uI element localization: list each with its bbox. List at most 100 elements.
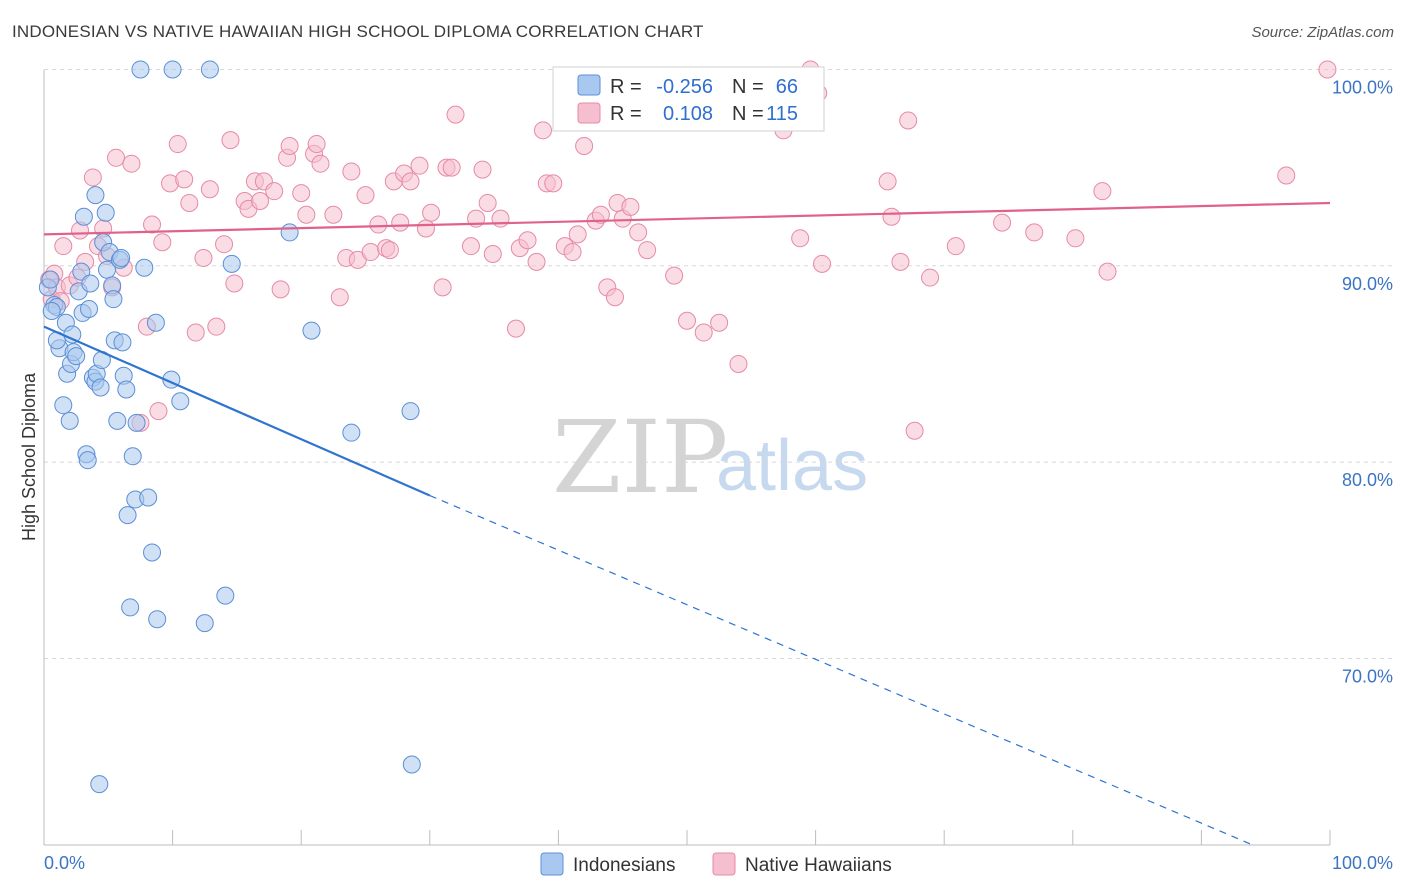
native-hawaiians-point-64: [422, 203, 441, 222]
native-hawaiians-point-107: [899, 111, 918, 130]
native-hawaiians-point-10: [83, 168, 102, 187]
indonesians-point-41: [117, 380, 136, 399]
indonesians-point-35: [104, 290, 123, 309]
y-tick-label-90: 90.0%: [1342, 274, 1393, 294]
native-hawaiians-point-29: [200, 180, 219, 199]
indonesians-point-15: [67, 347, 86, 366]
legend-r-value-blue: -0.256: [656, 76, 713, 98]
indonesians-point-37: [108, 411, 127, 430]
native-hawaiians-point-99: [729, 354, 748, 373]
native-hawaiians-point-77: [518, 231, 537, 250]
native-hawaiians-point-61: [401, 172, 420, 191]
indonesians-point-0: [131, 60, 150, 79]
native-hawaiians-point-109: [921, 268, 940, 287]
native-hawaiians-point-84: [568, 225, 587, 244]
indonesians-point-57: [280, 223, 299, 242]
series-legend: Indonesians Native Hawaiians: [540, 852, 892, 876]
native-hawaiians-point-59: [391, 213, 410, 232]
native-hawaiians-point-44: [297, 205, 316, 224]
indonesians-point-51: [148, 610, 167, 629]
native-hawaiians-point-47: [311, 154, 330, 173]
indonesians-point-9: [54, 396, 73, 415]
native-hawaiians-point-87: [591, 205, 610, 224]
indonesians-point-50: [146, 313, 165, 332]
native-hawaiians-point-69: [461, 237, 480, 256]
legend-n-label-blue: N =: [732, 76, 764, 98]
legend-blue-swatch: [577, 74, 601, 96]
series-legend-indonesians-swatch: [540, 852, 564, 876]
y-tick-label-100: 100.0%: [1332, 77, 1393, 97]
native-hawaiians-point-54: [361, 243, 380, 262]
stats-legend: R = -0.256 N = 66 R = 0.108 N = 115: [552, 66, 825, 132]
native-hawaiians-point-79: [533, 121, 552, 140]
native-hawaiians-point-95: [665, 266, 684, 285]
y-tick-label-80: 80.0%: [1342, 470, 1393, 490]
native-hawaiians-point-96: [678, 311, 696, 330]
native-hawaiians-point-67: [442, 158, 461, 177]
native-hawaiians-point-78: [527, 252, 546, 271]
native-hawaiians-point-89: [605, 288, 624, 307]
indonesians-point-58: [302, 321, 321, 340]
indonesians-point-42: [118, 506, 137, 525]
native-hawaiians-point-21: [149, 402, 168, 421]
indonesians-point-19: [74, 207, 93, 226]
native-hawaiians-point-24: [168, 135, 187, 154]
series-legend-indonesians-label: Indonesians: [573, 855, 675, 876]
native-hawaiians-point-81: [544, 174, 563, 193]
indonesians-point-4: [41, 270, 60, 289]
x-axis-ticks: [43, 830, 1331, 845]
native-hawaiians-point-114: [1093, 182, 1112, 201]
native-hawaiians-trend-line: [43, 201, 1331, 236]
watermark-atlas: atlas: [716, 426, 868, 506]
native-hawaiians-point-32: [221, 131, 240, 150]
native-hawaiians-point-26: [180, 193, 199, 212]
native-hawaiians-point-48: [324, 205, 343, 224]
indonesians-point-48: [139, 488, 158, 507]
legend-r-label-blue: R =: [610, 76, 642, 98]
native-hawaiians-point-71: [473, 160, 492, 179]
native-hawaiians-point-46: [307, 135, 326, 154]
watermark-zip: ZIP: [552, 399, 728, 516]
indonesians-point-2: [200, 60, 219, 79]
native-hawaiians-point-106: [891, 252, 910, 271]
indonesians-point-60: [401, 402, 420, 421]
native-hawaiians-point-63: [416, 219, 435, 238]
indonesians-point-54: [195, 614, 214, 633]
native-hawaiians-point-115: [1098, 262, 1117, 281]
native-hawaiians-point-30: [207, 317, 226, 336]
indonesians-point-22: [81, 274, 100, 293]
native-hawaiians-point-62: [410, 156, 429, 175]
indonesians-point-1: [163, 60, 182, 79]
native-hawaiians-point-43: [292, 184, 311, 203]
native-hawaiians-point-75: [506, 319, 525, 338]
native-hawaiians-point-94: [638, 241, 657, 260]
native-hawaiians-point-57: [380, 241, 399, 260]
native-hawaiians-points: [40, 60, 1337, 440]
indonesians-point-31: [96, 203, 115, 222]
native-hawaiians-point-17: [122, 154, 141, 173]
indonesians-point-39: [113, 333, 132, 352]
native-hawaiians-point-103: [813, 254, 832, 273]
indonesians-point-63: [112, 248, 131, 267]
native-hawaiians-point-20: [143, 215, 162, 234]
trend-lines: [43, 201, 1331, 846]
native-hawaiians-point-31: [215, 235, 234, 254]
native-hawaiians-point-108: [905, 421, 924, 440]
indonesians-point-21: [78, 451, 97, 470]
indonesians-point-23: [80, 299, 99, 318]
x-tick-label-max: 100.0%: [1332, 853, 1393, 873]
native-hawaiians-point-55: [369, 215, 388, 234]
native-hawaiians-point-65: [433, 278, 452, 297]
native-hawaiians-point-72: [478, 193, 497, 212]
native-hawaiians-point-93: [629, 223, 648, 242]
native-hawaiians-point-68: [446, 105, 465, 124]
indonesians-point-61: [402, 755, 421, 774]
native-hawaiians-point-73: [483, 245, 502, 264]
legend-n-label-pink: N =: [732, 103, 764, 125]
native-hawaiians-point-15: [107, 148, 126, 167]
indonesians-point-53: [171, 392, 190, 411]
indonesians-point-56: [222, 254, 241, 273]
native-hawaiians-point-110: [946, 237, 965, 256]
legend-pink-swatch: [577, 102, 601, 124]
native-hawaiians-point-22: [153, 233, 172, 252]
